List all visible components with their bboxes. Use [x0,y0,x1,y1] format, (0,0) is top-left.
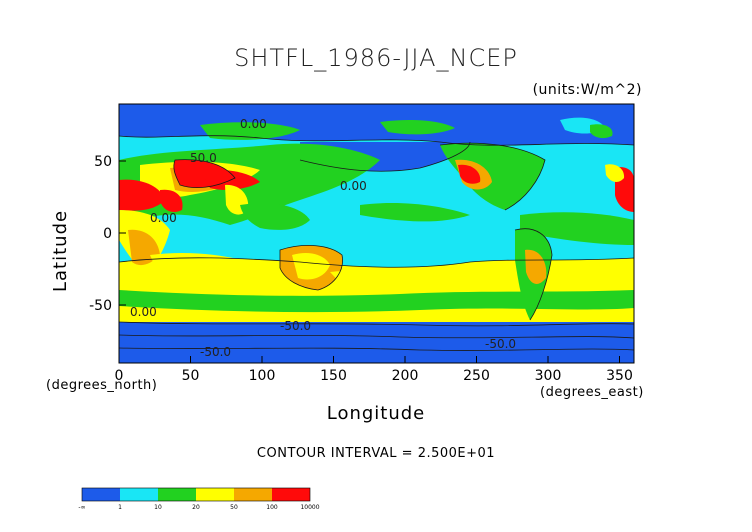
x-axis-unit: (degrees_east) [540,385,644,400]
x-tick-300: 300 [535,368,562,384]
y-tick-50: 50 [94,154,112,170]
colorbar-swatch-6 [272,488,310,501]
x-tick-350: 350 [606,368,633,384]
x-axis-ticks [118,356,620,363]
x-tick-50: 50 [182,368,200,384]
colorbar-label-50: 50 [230,504,238,511]
contour-label-5: -50.0 [200,345,231,359]
x-tick-100: 100 [249,368,276,384]
x-tick-250: 250 [463,368,490,384]
colorbar-label-10000: 10000 [300,504,319,511]
x-tick-0: 0 [115,368,124,384]
x-axis-label: Longitude [326,403,426,424]
contour-label-4: -50.0 [280,319,311,333]
chart-title: SHTFL_1986-JJA_NCEP [234,44,518,72]
y-axis-label: Latitude [50,209,71,292]
contour-label-3: 0.00 [240,117,267,131]
contour-label-1: 0.00 [340,179,367,193]
colorbar-swatch-2 [120,488,158,501]
x-tick-150: 150 [320,368,347,384]
colorbar-label-20: 20 [192,504,200,511]
contour-label-7: 0.00 [150,211,177,225]
colorbar-label-neg-inf: -∞ [78,504,85,511]
y-axis-ticks [119,160,126,306]
map-field: 0.00 0.00 0.00 -50.0 -50.0 -50.0 0.00 50… [119,104,634,363]
units-label: (units:W/m^2) [532,82,642,98]
contour-label-8: 50.0 [190,151,217,165]
contour-interval-text: CONTOUR INTERVAL = 2.500E+01 [256,446,496,461]
y-tick-0: 0 [103,226,112,242]
colorbar-label-100: 100 [266,504,278,511]
contour-label-2: 0.00 [130,305,157,319]
colorbar: -∞ 1 10 20 50 100 10000 [78,487,320,511]
x-tick-200: 200 [392,368,419,384]
colorbar-swatch-5 [234,488,272,501]
colorbar-swatch-3 [158,488,196,501]
colorbar-label-10: 10 [154,504,162,511]
y-tick-minus50: -50 [89,298,112,314]
y-axis-unit: (degrees_north) [46,378,158,393]
colorbar-swatch-1 [82,488,120,501]
colorbar-label-1: 1 [118,504,122,511]
colorbar-swatch-4 [196,488,234,501]
contour-label-6: -50.0 [485,337,516,351]
